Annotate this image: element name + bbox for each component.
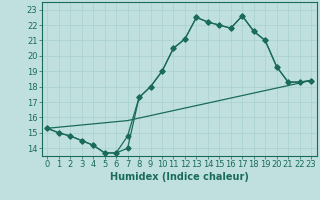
X-axis label: Humidex (Indice chaleur): Humidex (Indice chaleur) (110, 172, 249, 182)
